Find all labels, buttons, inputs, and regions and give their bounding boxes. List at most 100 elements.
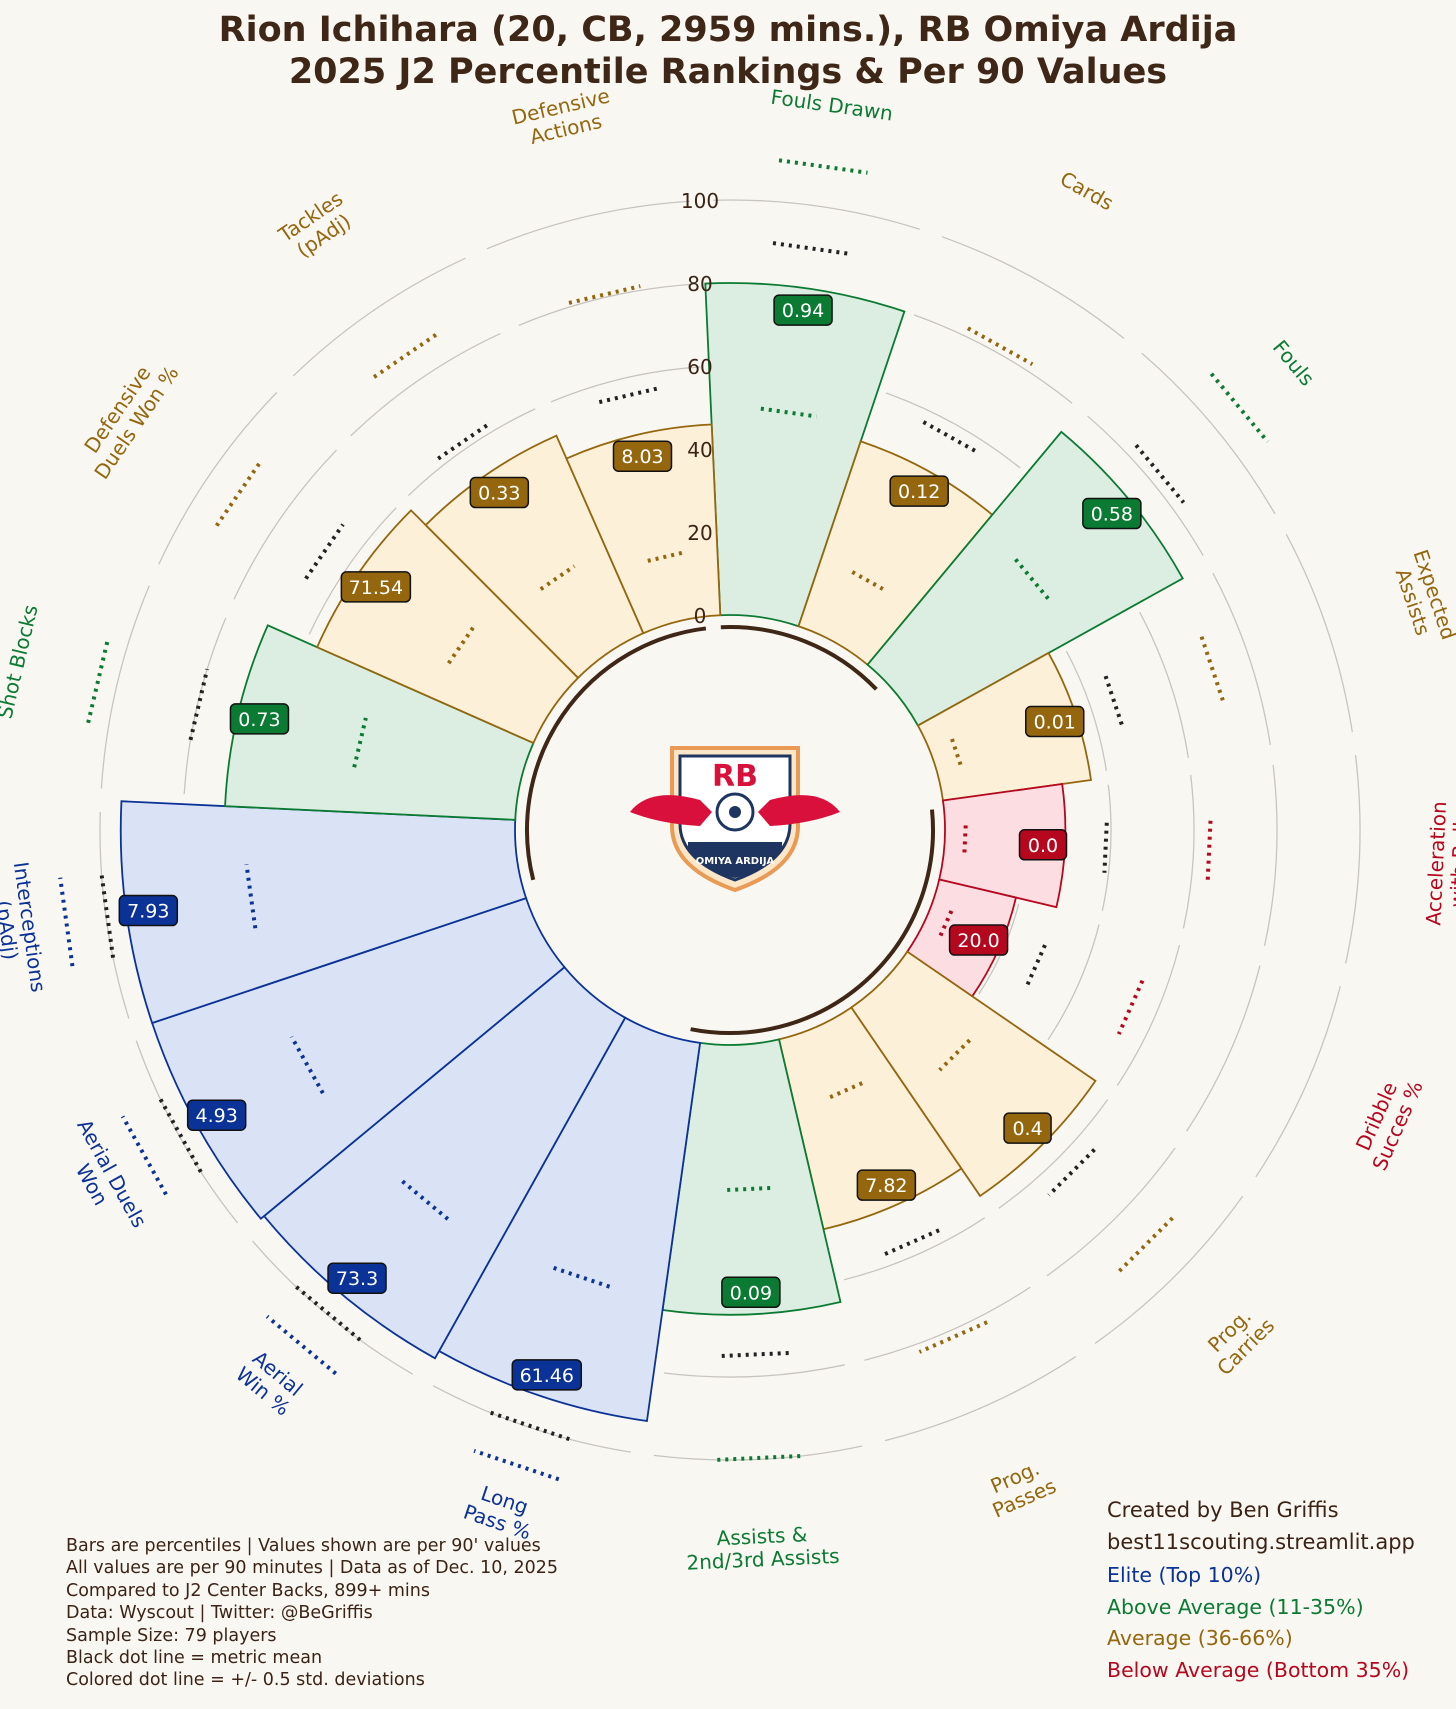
logo-text-top: RB xyxy=(712,759,758,794)
grid-arc xyxy=(407,408,536,497)
legend-elite: Elite (Top 10%) xyxy=(1107,1563,1262,1587)
reference-dot-line xyxy=(1115,1216,1174,1275)
value-label: 0.09 xyxy=(730,1282,772,1304)
metric-label: Shot Blocks xyxy=(0,602,43,721)
reference-dot-line xyxy=(289,1035,325,1095)
reference-dot-lines xyxy=(58,158,1270,1482)
value-label: 0.94 xyxy=(782,300,824,322)
reference-dot-line xyxy=(568,284,641,305)
reference-dot-line xyxy=(1025,944,1047,987)
grid-arc xyxy=(1139,611,1190,758)
bar xyxy=(661,1038,842,1316)
grid-arc xyxy=(1255,986,1341,1178)
value-box: 4.93 xyxy=(186,1099,247,1131)
value-box: 20.0 xyxy=(948,924,1009,956)
grid-arc xyxy=(1141,352,1276,515)
reference-dot-line xyxy=(826,1081,863,1101)
value-label: 0.0 xyxy=(1028,835,1058,857)
grid-arc xyxy=(158,391,278,565)
legend-above-average: Above Average (11-35%) xyxy=(1107,1594,1364,1619)
reference-dot-line xyxy=(539,564,576,591)
grid-arc xyxy=(941,236,1125,339)
value-label: 0.01 xyxy=(1034,712,1076,734)
note-line: All values are per 90 minutes | Data as … xyxy=(66,1558,559,1579)
grid-arc xyxy=(550,366,701,403)
grid-arc xyxy=(350,332,501,437)
reference-dot-line xyxy=(647,550,685,563)
value-box: 8.03 xyxy=(612,440,673,472)
legend: Elite (Top 10%) Above Average (11-35%) A… xyxy=(1107,1560,1409,1686)
value-label: 73.3 xyxy=(336,1268,378,1290)
reference-dot-line xyxy=(1199,636,1225,702)
grid-arc xyxy=(486,200,690,250)
value-box: 0.01 xyxy=(1025,705,1085,738)
value-label: 7.93 xyxy=(127,901,169,923)
value-label: 7.82 xyxy=(865,1175,907,1197)
grid-arc xyxy=(663,1364,845,1378)
bar xyxy=(224,624,535,821)
reference-dot-line xyxy=(760,406,817,419)
reference-dot-line xyxy=(1102,822,1109,873)
radial-tick-label: 0 xyxy=(694,604,707,628)
grid-arc xyxy=(292,257,466,377)
reference-dot-line xyxy=(99,874,116,958)
bar xyxy=(565,423,722,635)
bar xyxy=(704,282,906,628)
grid-arc xyxy=(308,507,397,635)
value-label: 0.4 xyxy=(1012,1118,1042,1140)
grid-arc xyxy=(183,617,227,795)
credit-author: Created by Ben Griffis xyxy=(1107,1498,1339,1522)
reference-dot-line xyxy=(244,864,258,929)
reference-dot-line xyxy=(718,1350,789,1359)
radial-tick-labels: 0 20 40 60 80 100 xyxy=(681,189,719,628)
reference-dot-line xyxy=(883,1228,940,1257)
metric-label: Prog.Carries xyxy=(1196,1297,1279,1380)
note-line: Bars are percentiles | Values shown are … xyxy=(66,1536,541,1556)
reference-dot-line xyxy=(716,1454,801,1462)
value-box: 73.3 xyxy=(327,1262,387,1294)
value-label: 0.58 xyxy=(1091,504,1133,526)
grid-arc xyxy=(1182,774,1195,929)
reference-dot-line xyxy=(214,459,264,527)
metric-label: Aerial DuelsWon xyxy=(52,1115,151,1243)
value-box: 0.09 xyxy=(721,1276,781,1309)
logo-text-bottom: OMIYA ARDIJA xyxy=(696,856,775,867)
club-logo: RB OMIYA ARDIJA xyxy=(630,746,840,893)
bar xyxy=(119,800,528,1025)
value-box: 0.33 xyxy=(469,476,530,509)
reference-dot-line xyxy=(922,420,977,453)
metric-label: ExpectedAssists xyxy=(1387,547,1456,650)
reference-dot-line xyxy=(86,638,110,724)
reference-dot-line xyxy=(1103,675,1125,728)
reference-dot-line xyxy=(304,523,345,580)
reference-dot-line xyxy=(188,668,210,741)
reference-dot-line xyxy=(851,570,887,593)
grid-arc xyxy=(843,1217,986,1281)
reference-dot-line xyxy=(265,1314,338,1376)
reference-dot-line xyxy=(489,1410,570,1442)
radial-tick-label: 20 xyxy=(687,521,712,545)
value-label: 71.54 xyxy=(349,577,403,599)
grid-arc xyxy=(100,585,150,789)
reference-dot-line xyxy=(1134,443,1186,504)
value-labels: 0.94 0.12 0.58 0.01 0.0 20.0 0.4 7.82 0.09 61.46 7… xyxy=(118,294,1142,1391)
footnotes: Bars are percentiles | Values shown are … xyxy=(66,1535,558,1692)
note-line: Data: Wyscout | Twitter: @BeGriffis xyxy=(66,1603,373,1624)
metric-label: AerialWin % xyxy=(231,1344,309,1420)
value-label: 20.0 xyxy=(957,930,999,952)
reference-dot-line xyxy=(120,1115,168,1196)
value-box: 7.82 xyxy=(856,1169,917,1201)
reference-dot-line xyxy=(966,326,1034,366)
value-box: 0.58 xyxy=(1082,497,1142,530)
grid-arc xyxy=(1087,415,1204,556)
value-box: 61.46 xyxy=(511,1359,583,1391)
credits: Created by Ben Griffis best11scouting.st… xyxy=(1107,1494,1415,1558)
legend-average: Average (36-66%) xyxy=(1107,1626,1293,1650)
radial-tick-label: 100 xyxy=(681,189,719,213)
reference-dot-line xyxy=(1014,558,1051,601)
reference-dot-line xyxy=(352,717,368,768)
credit-site: best11scouting.streamlit.app xyxy=(1107,1530,1415,1554)
metric-label: Accelerationwith Ball xyxy=(1421,801,1456,927)
